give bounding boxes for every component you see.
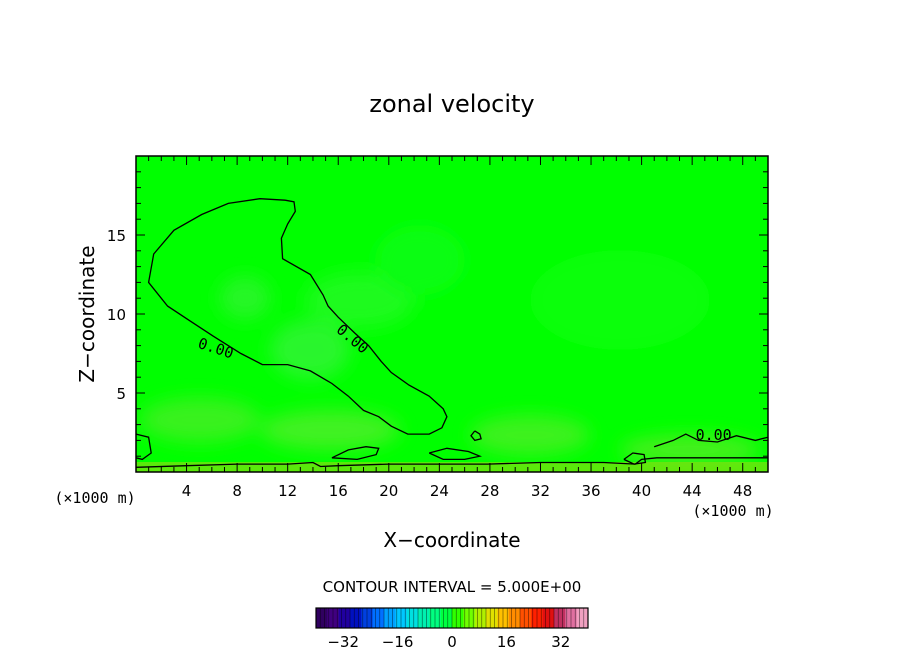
contour-line <box>653 433 768 448</box>
colorbar-swatch <box>384 608 396 628</box>
colorbar-swatch <box>508 608 521 628</box>
field-shading <box>140 225 760 465</box>
colorbar-tick-label: 32 <box>551 633 570 651</box>
x-tick-label: 32 <box>531 482 550 500</box>
colorbar-swatch <box>554 608 566 628</box>
x-axis-label: X−coordinate <box>383 528 520 552</box>
colorbar-swatch <box>406 608 419 628</box>
x-tick-label: 20 <box>379 482 398 500</box>
x-tick-label: 44 <box>683 482 702 500</box>
colorbar-swatch <box>350 608 362 628</box>
colorbar-swatch <box>440 608 453 628</box>
colorbar-tick-label: 0 <box>447 633 457 651</box>
y-tick-label: 15 <box>107 227 126 245</box>
contour-line <box>428 447 482 461</box>
x-tick-labels: 4 8 12 16 20 24 28 32 36 40 44 48 <box>182 482 752 500</box>
contour-line <box>331 446 380 461</box>
colorbar-frame <box>315 607 589 629</box>
x-unit-label-right: (×1000 m) <box>692 502 773 520</box>
contour-line <box>136 457 768 468</box>
colorbar-swatch <box>418 608 430 628</box>
colorbar-tick-label: −16 <box>382 633 414 651</box>
x-tick-label: 12 <box>278 482 297 500</box>
y-tick-label: 10 <box>107 306 126 324</box>
contour-line <box>470 430 482 442</box>
axis-ticks <box>136 156 768 472</box>
contour-label: 0.00 <box>696 426 732 444</box>
colorbar <box>315 607 589 629</box>
colorbar-swatch <box>316 608 328 628</box>
colorbar-swatch <box>338 608 351 628</box>
colorbar-swatch <box>474 608 487 628</box>
x-tick-label: 48 <box>733 482 752 500</box>
colorbar-tick-label: −32 <box>327 633 359 651</box>
contour-line <box>147 198 448 435</box>
y-tick-labels: 5 10 15 <box>107 227 126 403</box>
colorbar-swatch <box>542 608 555 628</box>
x-tick-label: 4 <box>182 482 192 500</box>
colorbar-tick-label: 16 <box>497 633 516 651</box>
x-tick-label: 8 <box>232 482 242 500</box>
contour-line <box>136 433 152 461</box>
x-tick-label: 40 <box>632 482 651 500</box>
colorbar-swatch <box>452 608 464 628</box>
contour-lines <box>136 198 768 468</box>
colorbar-swatch <box>576 608 589 628</box>
colorbar-swatch <box>372 608 385 628</box>
x-tick-label: 28 <box>480 482 499 500</box>
plot-area: 0.00 0.000.00 <box>136 156 768 472</box>
chart-title: zonal velocity <box>369 90 534 118</box>
x-tick-label: 16 <box>329 482 348 500</box>
y-axis-label: Z−coordinate <box>75 245 99 382</box>
colorbar-swatch <box>520 608 532 628</box>
contour-interval-text: CONTOUR INTERVAL = 5.000E+00 <box>323 578 582 596</box>
y-tick-label: 5 <box>116 385 126 403</box>
colorbar-swatch <box>486 608 498 628</box>
x-tick-label: 24 <box>430 482 449 500</box>
contour-line <box>623 452 647 465</box>
x-unit-label-left: (×1000 m) <box>54 489 135 507</box>
colorbar-tick-labels: −32 −16 0 16 32 <box>327 633 570 651</box>
x-tick-label: 36 <box>581 482 600 500</box>
